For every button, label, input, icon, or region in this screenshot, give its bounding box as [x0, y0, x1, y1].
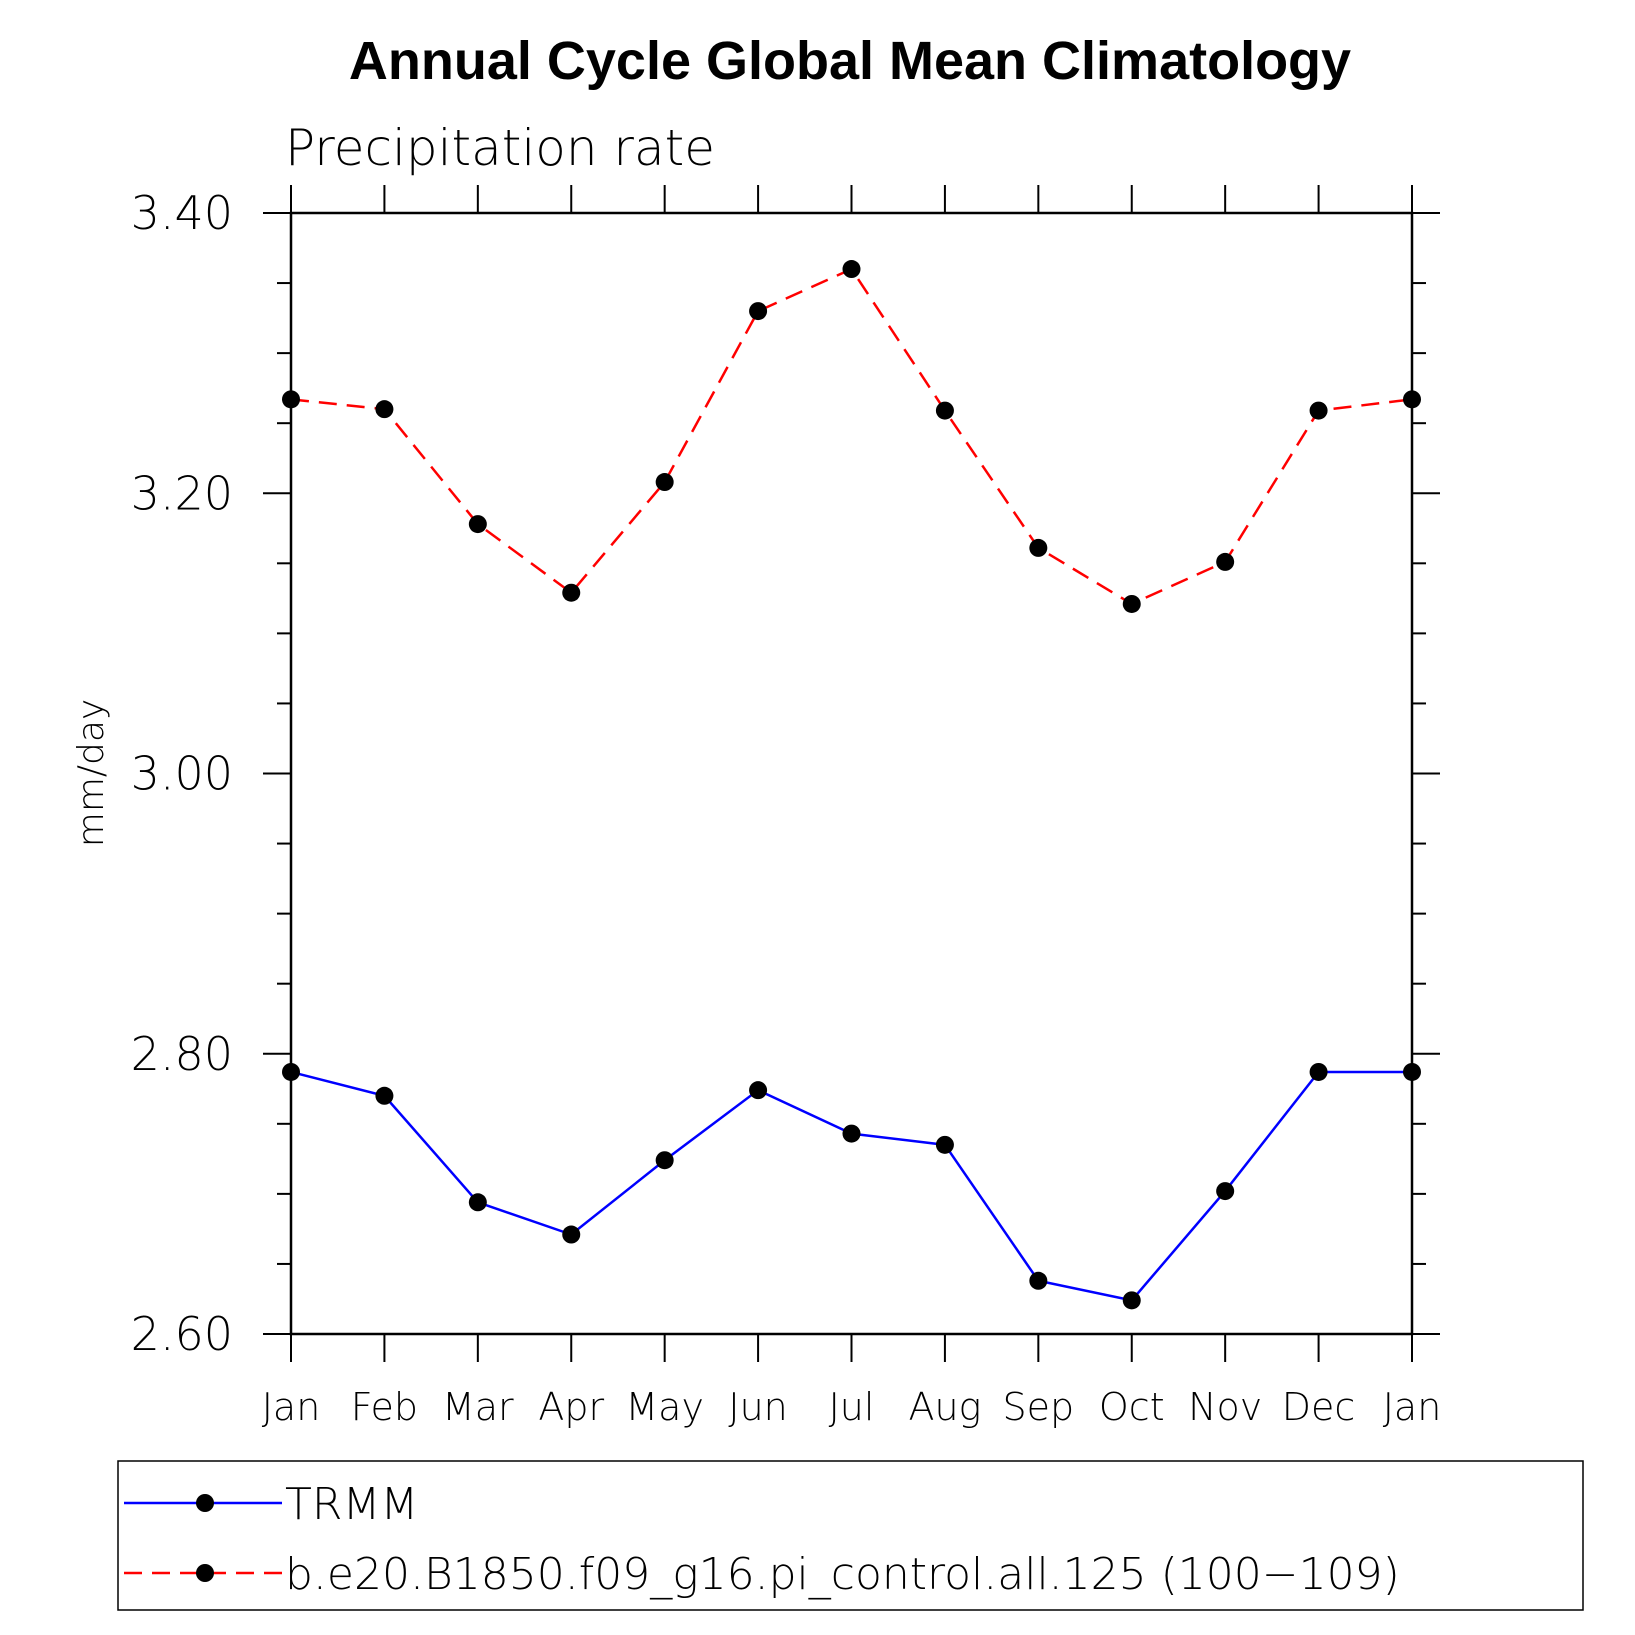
series-0-point [1122, 1291, 1141, 1310]
x-tick-label: Jul [829, 1385, 875, 1429]
series-0-point [562, 1225, 581, 1244]
x-tick-label: Feb [351, 1385, 418, 1429]
series-1-point [749, 302, 768, 321]
series-1-point [375, 400, 394, 419]
series-1-point [1216, 552, 1235, 571]
series-0-point [1216, 1182, 1235, 1201]
series-1-point [842, 260, 861, 279]
series-0-point [1029, 1271, 1048, 1290]
series-1-point [282, 390, 300, 409]
legend-marker-model [196, 1564, 214, 1582]
series-0-point [1403, 1062, 1421, 1081]
x-tick-label: May [625, 1385, 704, 1429]
chart-title: Annual Cycle Global Mean Climatology [349, 31, 1351, 91]
series-1-point [1403, 390, 1421, 409]
series-1-point [1309, 401, 1328, 420]
y-tick-label: 3.20 [131, 466, 233, 520]
series-0-point [282, 1062, 300, 1081]
x-tick-label: Mar [442, 1385, 514, 1429]
series-0-point [655, 1151, 674, 1170]
x-tick-label: Apr [538, 1385, 604, 1429]
series-1-point [935, 401, 954, 420]
series-0-point [749, 1081, 768, 1100]
legend-label-model: b.e20.B1850.f09_g16.pi_control.all.125 (… [285, 1549, 1400, 1600]
series-line-1 [290, 267, 1413, 606]
y-tick-label: 2.80 [131, 1027, 233, 1081]
series-0-point [935, 1135, 954, 1154]
x-tick-label: Jan [1383, 1385, 1442, 1429]
x-tick-label: Dec [1282, 1385, 1356, 1429]
y-tick-label: 3.00 [131, 747, 233, 801]
series-1-point [1029, 538, 1048, 557]
x-tick-label: Oct [1099, 1385, 1165, 1429]
series-0-point [468, 1193, 487, 1212]
axes: 2.60 2.80 3.00 3.20 3.40 Jan Feb Mar Apr May Jun Ju… [131, 185, 1442, 1429]
legend-label-trmm: TRMM [285, 1479, 418, 1530]
series-line-0 [290, 1070, 1412, 1302]
chart-subtitle: Precipitation rate [285, 119, 715, 177]
x-tick-label: Nov [1188, 1385, 1262, 1429]
x-tick-label: Aug [908, 1385, 981, 1429]
y-axis-label: mm/day [71, 699, 112, 847]
y-tick-label: 2.60 [131, 1307, 233, 1361]
legend: TRMM b.e20.B1850.f09_g16.pi_control.all.… [117, 1460, 1584, 1611]
y-tick-label: 3.40 [131, 186, 233, 240]
series-1-point [562, 583, 581, 602]
series-1-point [468, 515, 487, 534]
x-tick-label: Sep [1003, 1385, 1075, 1429]
series-0-point [375, 1086, 394, 1105]
legend-marker-trmm [196, 1494, 214, 1512]
legend-box [117, 1460, 1584, 1611]
series-0-point [842, 1124, 861, 1143]
series-0-point [1309, 1062, 1328, 1081]
x-tick-label: Jun [728, 1385, 787, 1429]
series-layer [282, 260, 1421, 1310]
series-1-point [1122, 594, 1141, 613]
series-1-point [655, 473, 674, 492]
x-tick-label: Jan [262, 1385, 321, 1429]
